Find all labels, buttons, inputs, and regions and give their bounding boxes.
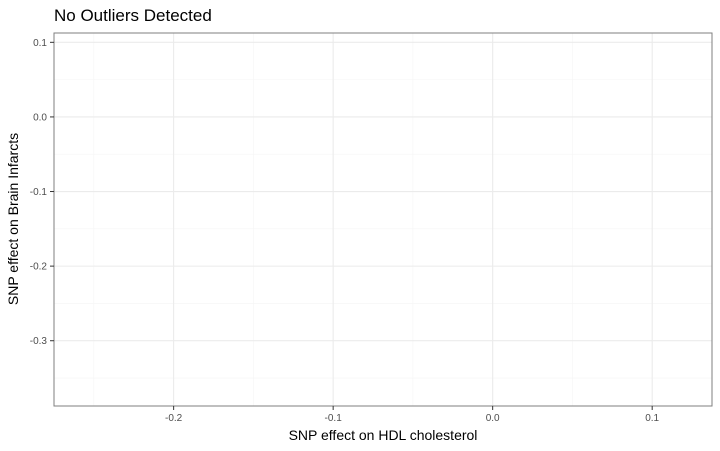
plot-panel-border: [53, 32, 713, 407]
y-tick-label-0: 0.1: [33, 38, 47, 49]
x-tick-label-2: 0.0: [486, 413, 500, 424]
y-tick-label-1: 0.0: [33, 112, 47, 123]
y-tick-label-2: -0.1: [30, 187, 48, 198]
y-axis-ticks: 0.1 0.0 -0.1 -0.2 -0.3: [30, 38, 54, 347]
major-gridlines: [54, 33, 712, 406]
x-axis-title: SNP effect on HDL cholesterol: [289, 427, 478, 443]
x-tick-label-0: -0.2: [165, 413, 183, 424]
y-axis-title: SNP effect on Brain Infarcts: [5, 133, 21, 305]
minor-gridlines: [54, 33, 712, 406]
y-tick-label-4: -0.3: [30, 336, 48, 347]
x-tick-label-1: -0.1: [325, 413, 343, 424]
y-tick-label-3: -0.2: [30, 262, 48, 273]
x-axis-ticks: -0.2 -0.1 0.0 0.1: [165, 406, 660, 424]
chart-title: No Outliers Detected: [54, 6, 212, 25]
x-tick-label-3: 0.1: [645, 413, 659, 424]
